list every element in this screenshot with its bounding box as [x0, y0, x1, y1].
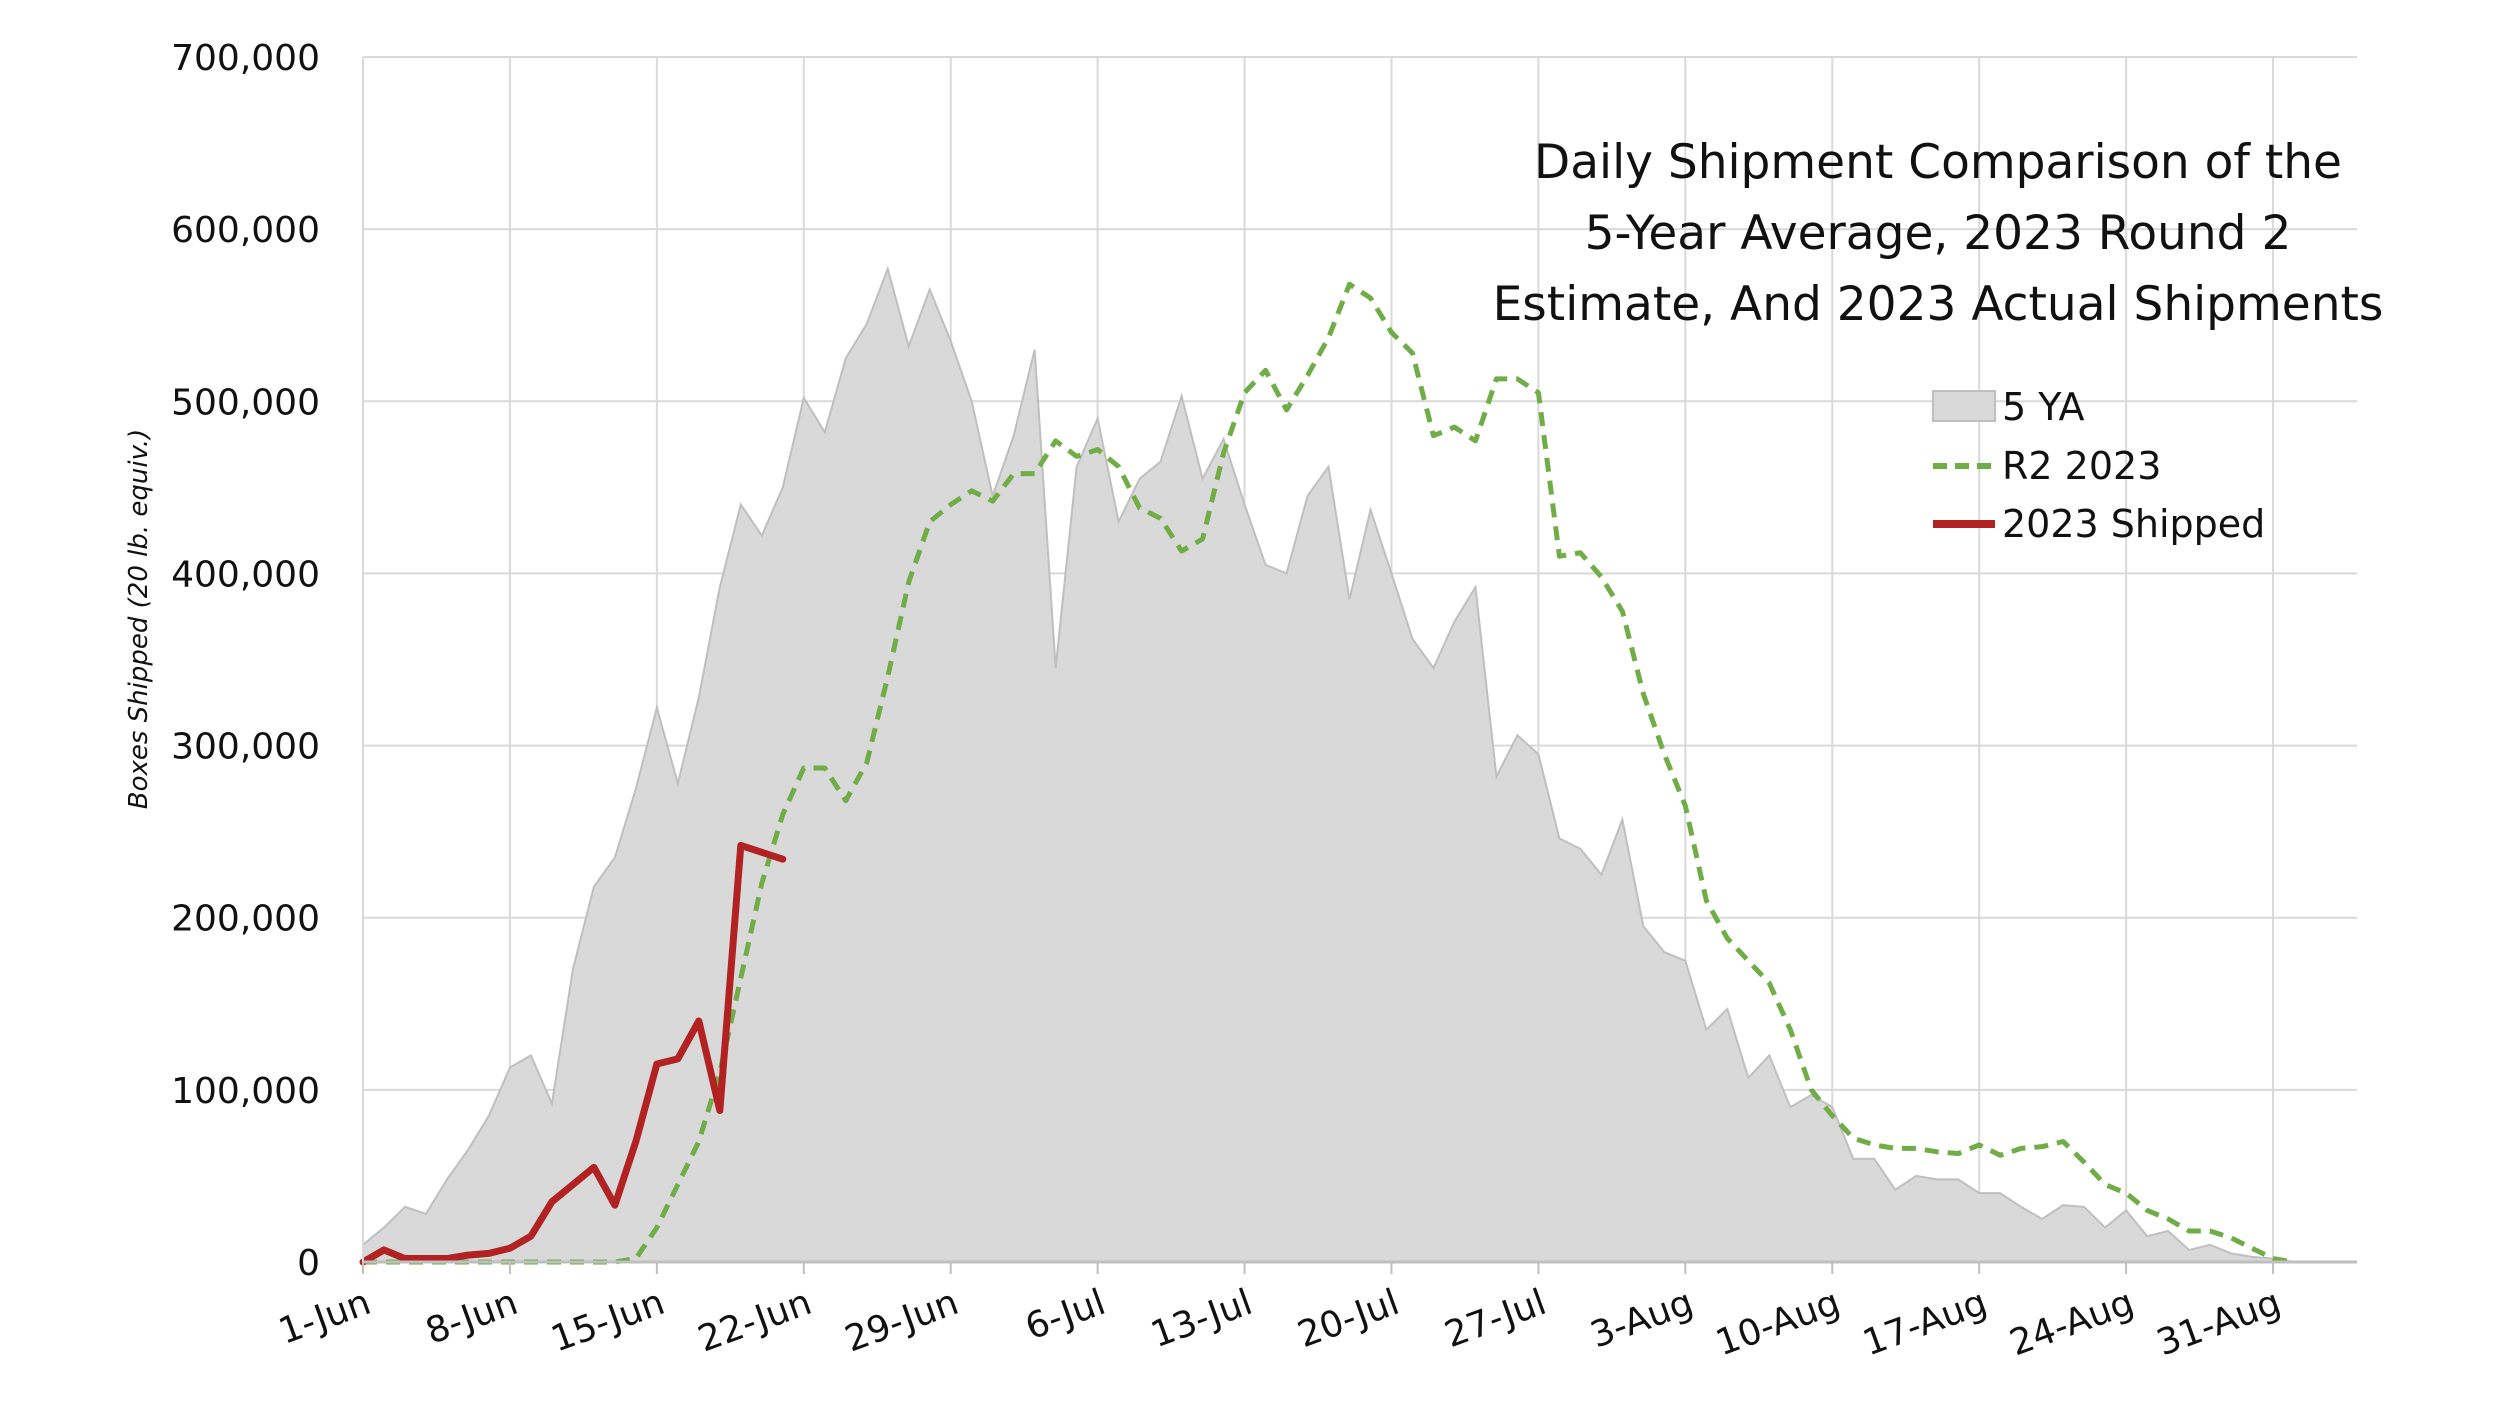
chart-title-line-1: Daily Shipment Comparison of the: [1534, 135, 2342, 190]
legend-swatch-5ya: [1932, 390, 1996, 422]
legend-label-2023-shipped: 2023 Shipped: [2002, 502, 2265, 546]
x-tick-label: 3-Aug: [1585, 1282, 1698, 1357]
y-tick-label: 200,000: [171, 899, 320, 940]
x-tick-label: 24-Aug: [2005, 1282, 2140, 1364]
x-tick-label: 8-Jun: [421, 1282, 524, 1353]
x-tick-label: 29-Jun: [840, 1282, 964, 1361]
x-tick-label: 22-Jun: [693, 1282, 817, 1361]
y-tick-label: 600,000: [171, 210, 320, 251]
y-tick-label: 100,000: [171, 1071, 320, 1112]
series-edge-5-ya: [362, 265, 2295, 1263]
y-tick-label: 400,000: [171, 554, 320, 595]
series-area-5-ya: [363, 268, 2295, 1262]
legend: 5 YA R2 2023 2023 Shipped: [1932, 385, 2265, 546]
x-tick-label: 27-Jul: [1440, 1282, 1552, 1356]
x-tick-label: 6-Jul: [1020, 1282, 1110, 1348]
y-axis-label: Boxes Shipped (20 lb. equiv.): [124, 429, 154, 810]
x-tick-label: 1-Jun: [274, 1282, 377, 1353]
chart-title-line-2: 5-Year Average, 2023 Round 2: [1585, 206, 2292, 261]
plot-series: [359, 265, 2295, 1266]
chart-title: Daily Shipment Comparison of the 5-Year …: [1493, 135, 2384, 332]
legend-label-5ya: 5 YA: [2002, 385, 2085, 429]
series-line-r2-2023: [363, 281, 2295, 1265]
y-tick-label: 700,000: [171, 38, 320, 79]
y-tick-label: 0: [297, 1243, 320, 1284]
y-tick-label: 500,000: [171, 382, 320, 423]
x-tick-label: 31-Aug: [2152, 1282, 2287, 1364]
x-tick-label: 15-Jun: [546, 1282, 670, 1361]
y-tick-label: 300,000: [171, 727, 320, 768]
legend-label-r2-2023: R2 2023: [2002, 444, 2161, 488]
chart-title-line-3: Estimate, And 2023 Actual Shipments: [1493, 277, 2384, 332]
x-tick-label: 20-Jul: [1293, 1282, 1405, 1356]
x-tick-label: 13-Jul: [1146, 1282, 1258, 1356]
x-tick-label: 10-Aug: [1711, 1282, 1846, 1364]
series-line-2023-shipped: [359, 841, 787, 1266]
x-tick-label: 17-Aug: [1858, 1282, 1993, 1364]
